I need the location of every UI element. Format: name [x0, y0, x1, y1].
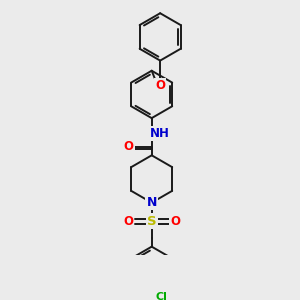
Text: O: O [123, 215, 133, 228]
Text: NH: NH [150, 127, 170, 140]
Text: N: N [146, 196, 157, 209]
Text: S: S [147, 215, 157, 228]
Text: O: O [170, 215, 180, 228]
Text: O: O [155, 80, 165, 92]
Text: Cl: Cl [155, 292, 167, 300]
Text: O: O [124, 140, 134, 153]
